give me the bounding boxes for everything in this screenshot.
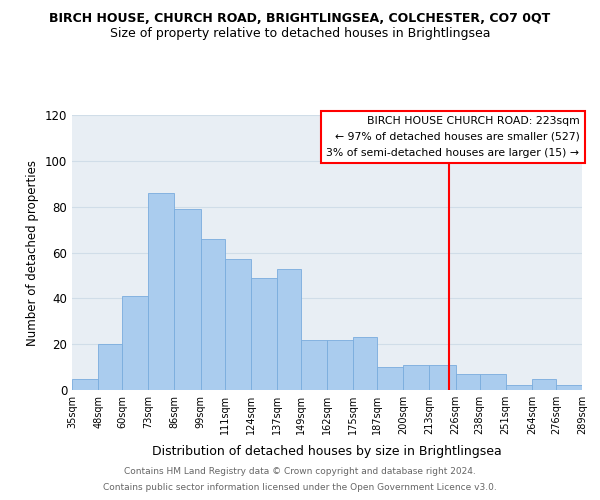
Bar: [506, 386, 532, 390]
Bar: [98, 344, 122, 390]
Bar: [277, 268, 301, 390]
Text: BIRCH HOUSE, CHURCH ROAD, BRIGHTLINGSEA, COLCHESTER, CO7 0QT: BIRCH HOUSE, CHURCH ROAD, BRIGHTLINGSEA,…: [49, 12, 551, 26]
Bar: [175, 209, 200, 390]
Bar: [72, 378, 98, 390]
X-axis label: Distribution of detached houses by size in Brightlingsea: Distribution of detached houses by size …: [152, 446, 502, 458]
Y-axis label: Number of detached properties: Number of detached properties: [26, 160, 39, 346]
Bar: [301, 340, 327, 390]
Bar: [582, 381, 600, 390]
Bar: [377, 367, 403, 390]
Bar: [403, 365, 430, 390]
Bar: [455, 374, 479, 390]
Text: Contains HM Land Registry data © Crown copyright and database right 2024.: Contains HM Land Registry data © Crown c…: [124, 467, 476, 476]
Bar: [224, 260, 251, 390]
Bar: [327, 340, 353, 390]
Bar: [200, 239, 224, 390]
Bar: [532, 378, 556, 390]
Bar: [353, 338, 377, 390]
Bar: [251, 278, 277, 390]
Text: BIRCH HOUSE CHURCH ROAD: 223sqm
← 97% of detached houses are smaller (527)
3% of: BIRCH HOUSE CHURCH ROAD: 223sqm ← 97% of…: [326, 116, 580, 158]
Bar: [556, 386, 582, 390]
Text: Size of property relative to detached houses in Brightlingsea: Size of property relative to detached ho…: [110, 28, 490, 40]
Bar: [122, 296, 148, 390]
Bar: [430, 365, 455, 390]
Text: Contains public sector information licensed under the Open Government Licence v3: Contains public sector information licen…: [103, 484, 497, 492]
Bar: [148, 193, 175, 390]
Bar: [479, 374, 506, 390]
